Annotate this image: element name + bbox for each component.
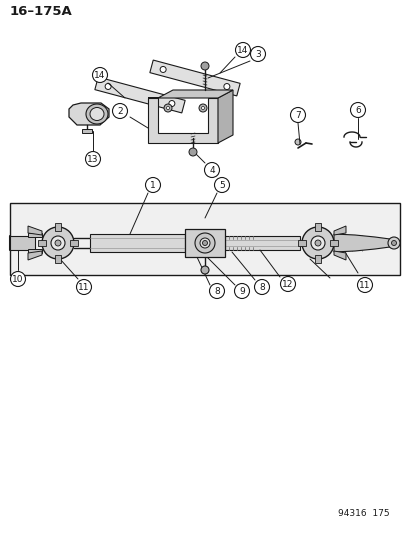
- Circle shape: [387, 237, 399, 249]
- Circle shape: [202, 240, 207, 246]
- Circle shape: [201, 107, 204, 109]
- Polygon shape: [69, 103, 109, 125]
- Bar: [90, 234, 185, 252]
- Bar: [10, 203, 399, 275]
- Circle shape: [85, 151, 100, 166]
- Circle shape: [201, 266, 209, 274]
- Bar: [55, 255, 61, 263]
- Circle shape: [280, 277, 295, 292]
- Circle shape: [201, 62, 209, 70]
- Circle shape: [350, 102, 365, 117]
- Circle shape: [209, 284, 224, 298]
- Circle shape: [199, 104, 206, 112]
- Circle shape: [294, 139, 300, 145]
- Polygon shape: [333, 251, 345, 260]
- Bar: [55, 223, 61, 231]
- Bar: [82, 129, 92, 133]
- Circle shape: [204, 163, 219, 177]
- Circle shape: [391, 240, 396, 246]
- Circle shape: [290, 108, 305, 123]
- Circle shape: [55, 240, 61, 246]
- Polygon shape: [333, 234, 394, 252]
- Circle shape: [254, 279, 269, 295]
- Circle shape: [42, 227, 74, 259]
- Circle shape: [169, 101, 174, 107]
- Bar: [297, 240, 305, 246]
- Text: 8: 8: [214, 287, 219, 295]
- Circle shape: [314, 240, 320, 246]
- Circle shape: [92, 68, 107, 83]
- Circle shape: [189, 148, 197, 156]
- Bar: [314, 255, 320, 263]
- Text: 14: 14: [237, 45, 248, 54]
- Circle shape: [301, 227, 333, 259]
- Circle shape: [166, 107, 169, 109]
- Text: 5: 5: [218, 181, 224, 190]
- Circle shape: [357, 278, 372, 293]
- Text: 3: 3: [254, 50, 260, 59]
- Bar: [224, 236, 299, 250]
- Text: 10: 10: [12, 274, 24, 284]
- Text: 8: 8: [259, 282, 264, 292]
- Polygon shape: [28, 226, 42, 235]
- Text: 94316  175: 94316 175: [337, 509, 389, 518]
- Circle shape: [10, 271, 26, 287]
- Circle shape: [223, 84, 229, 90]
- Circle shape: [51, 236, 65, 250]
- Circle shape: [310, 236, 324, 250]
- Polygon shape: [147, 98, 218, 143]
- Polygon shape: [333, 226, 345, 235]
- Circle shape: [160, 67, 166, 72]
- Text: 9: 9: [239, 287, 244, 295]
- Text: 4: 4: [209, 166, 214, 174]
- Polygon shape: [150, 60, 240, 96]
- Bar: [38, 240, 46, 246]
- Polygon shape: [28, 249, 42, 253]
- Circle shape: [195, 233, 214, 253]
- Ellipse shape: [86, 104, 108, 124]
- Polygon shape: [218, 90, 233, 143]
- Circle shape: [250, 46, 265, 61]
- Polygon shape: [28, 233, 42, 237]
- Text: 6: 6: [354, 106, 360, 115]
- Text: 14: 14: [94, 70, 105, 79]
- Polygon shape: [28, 251, 42, 260]
- Circle shape: [214, 177, 229, 192]
- Bar: [314, 223, 320, 231]
- Circle shape: [105, 84, 111, 90]
- Text: 16–175A: 16–175A: [10, 4, 73, 18]
- Bar: [329, 240, 337, 246]
- Bar: [10, 236, 35, 250]
- Circle shape: [76, 279, 91, 295]
- Text: 12: 12: [282, 279, 293, 288]
- Ellipse shape: [90, 108, 104, 120]
- Bar: [70, 240, 78, 246]
- Circle shape: [234, 284, 249, 298]
- Text: 7: 7: [294, 110, 300, 119]
- Circle shape: [164, 104, 171, 112]
- Circle shape: [112, 103, 127, 118]
- Polygon shape: [95, 77, 185, 113]
- Bar: [185, 229, 224, 257]
- Text: 13: 13: [87, 155, 99, 164]
- Circle shape: [145, 177, 160, 192]
- Text: 11: 11: [358, 280, 370, 289]
- Text: 11: 11: [78, 282, 90, 292]
- Circle shape: [199, 238, 209, 248]
- Text: 1: 1: [150, 181, 156, 190]
- Circle shape: [235, 43, 250, 58]
- Text: 2: 2: [117, 107, 123, 116]
- Polygon shape: [147, 90, 233, 98]
